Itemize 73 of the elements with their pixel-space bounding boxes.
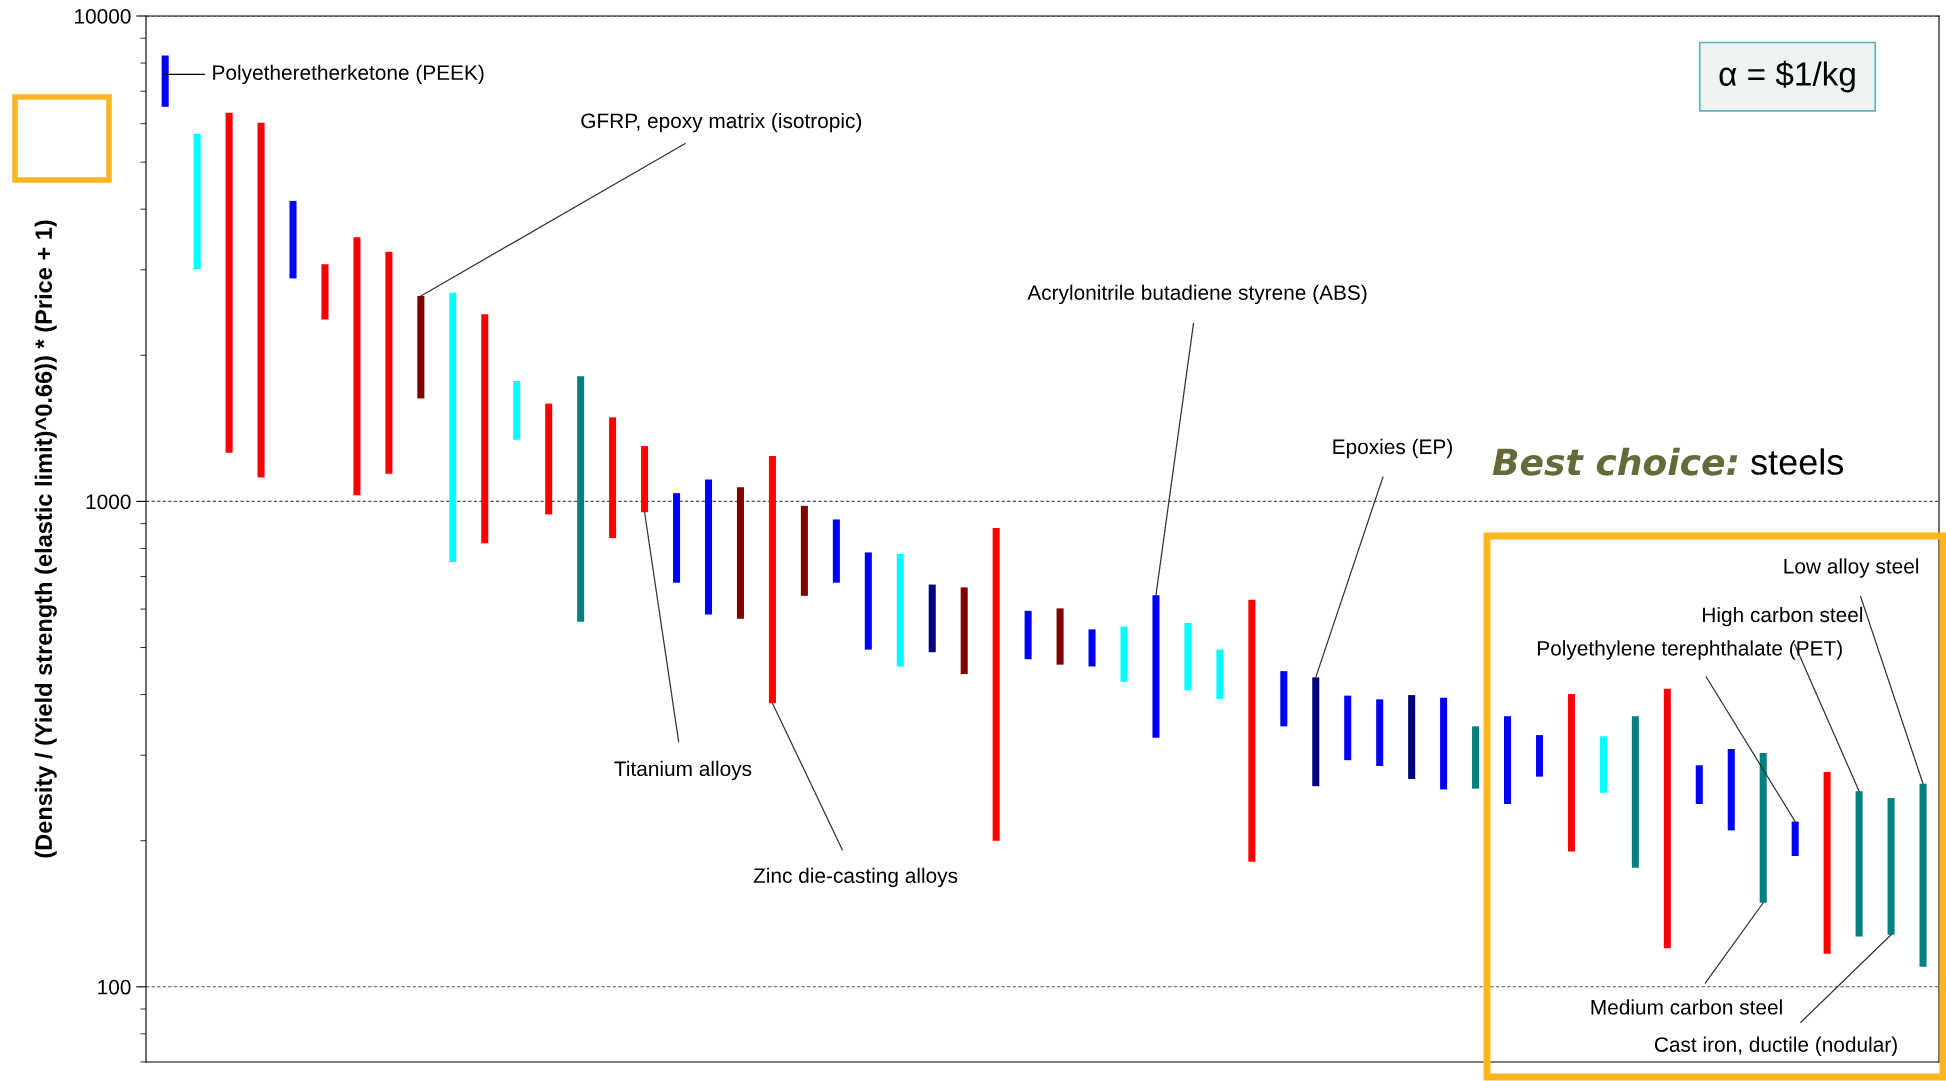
bar [1280,671,1288,727]
annotation: Zinc die-casting alloys [753,867,958,888]
bar [417,295,425,399]
bar [1887,797,1895,935]
bar [193,133,201,270]
bar [1535,735,1544,777]
bar [545,403,553,515]
annotation: High carbon steel [1703,606,1863,627]
bar [1631,716,1639,868]
annotation: steels [1751,448,1844,475]
bar [1312,677,1320,787]
bar [1248,599,1256,862]
bar [321,264,329,320]
bar [1408,695,1416,779]
bar [960,587,968,674]
bar [1823,772,1831,954]
annotation: Low alloy steel [1784,558,1919,578]
bar [1440,697,1448,790]
annotation: Cast iron, ductile (nodular) [1654,1036,1897,1057]
bar [864,552,872,650]
bar [353,237,361,496]
bar [449,292,457,563]
bar [161,55,169,107]
bar [1567,694,1575,852]
bar [736,487,744,619]
bar [768,456,776,704]
bar [257,122,265,478]
annotation: α = $1/kg [1719,60,1855,93]
bar [225,112,233,453]
y-tick-label: 1000 [86,494,131,510]
bar [577,376,585,622]
bar [1919,783,1927,967]
bar [513,381,521,440]
annotation: Titanium alloys [614,760,752,781]
bar [1855,791,1863,937]
bar [1695,765,1703,805]
bar [1663,688,1671,949]
annotation: Medium carbon steel [1591,999,1782,1015]
bar [896,553,904,667]
bar [800,505,808,596]
bar [1152,595,1160,738]
bar [673,493,681,583]
bar [1344,695,1352,761]
annotation: Epoxies (EP) [1333,438,1452,459]
y-tick-label: 10000 [75,9,131,24]
annotation: Best choice: [1492,447,1738,476]
bar [1056,608,1064,665]
bar [385,251,393,474]
bar [481,314,489,544]
bar [992,528,1000,841]
bar [1791,821,1799,856]
bar [928,584,936,653]
bar [1376,699,1384,767]
bar [289,200,297,279]
bar [832,519,840,583]
annotation: GFRP, epoxy matrix (isotropic) [581,112,862,133]
bar [1599,736,1607,793]
bar [1472,726,1480,789]
y-axis-title: (Density / (Yield strength (elastic limit)^0.66)) * (Price + 1) [34,220,57,858]
bar [704,479,713,615]
bar [1504,716,1512,805]
bar [1759,753,1767,903]
annotation: Polyetheretherketone (PEEK) [213,64,484,85]
bar [1024,610,1032,660]
bar [609,417,617,539]
bar [1120,626,1128,682]
bar [1727,748,1735,831]
y-tick-label: 100 [98,979,131,995]
annotation: Acrylonitrile butadiene styrene (ABS) [1027,284,1367,305]
bar [1216,649,1224,699]
bar [1184,622,1192,691]
bar [641,446,649,513]
bar [1088,629,1096,667]
